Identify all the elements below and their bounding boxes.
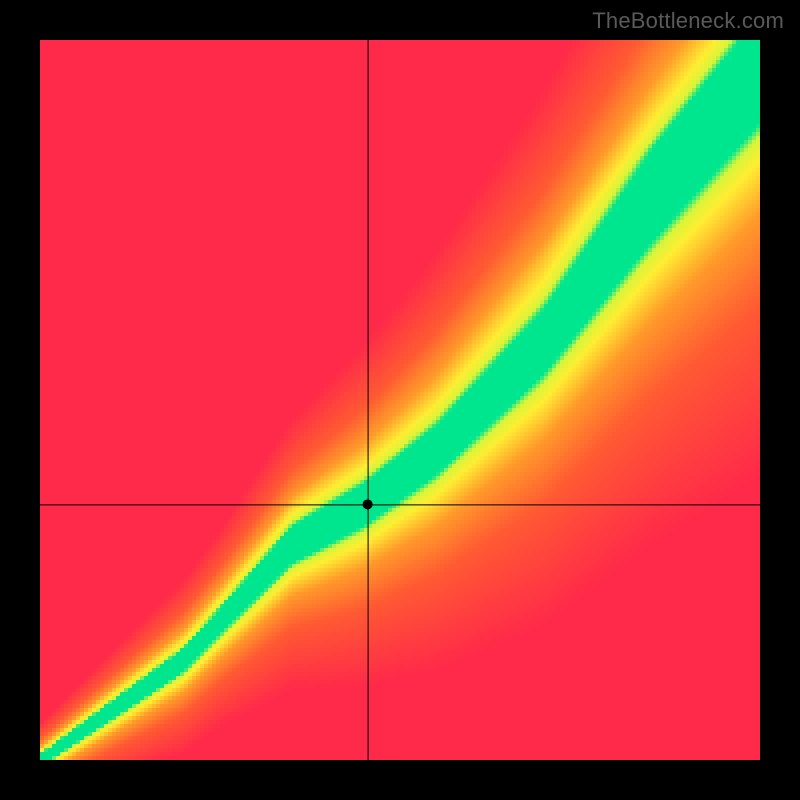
heatmap-plot [40, 40, 760, 760]
chart-container: TheBottleneck.com [0, 0, 800, 800]
heatmap-canvas [40, 40, 760, 760]
watermark-text: TheBottleneck.com [592, 8, 784, 34]
